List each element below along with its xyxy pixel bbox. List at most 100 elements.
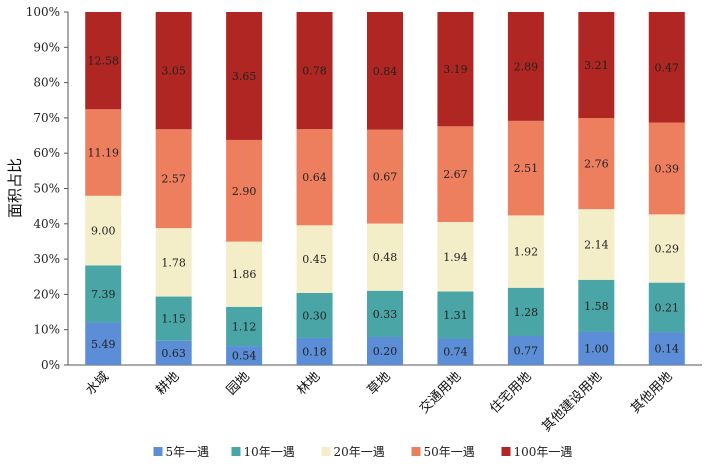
- data-label: 9.00: [91, 225, 116, 238]
- bar-segment: [226, 306, 263, 347]
- bar-segment: [85, 322, 122, 365]
- data-label: 3.19: [443, 63, 468, 76]
- bar-segment: [85, 265, 122, 323]
- data-label: 2.89: [514, 60, 539, 73]
- bar-segment: [578, 12, 615, 118]
- data-label: 0.48: [373, 251, 398, 264]
- legend-swatch: [411, 447, 421, 456]
- bar-segment: [648, 122, 685, 215]
- data-label: 0.33: [373, 308, 398, 321]
- data-label: 2.67: [443, 168, 468, 181]
- bar-segment: [296, 129, 333, 226]
- y-tick-label: 90%: [33, 40, 60, 54]
- bar-segment: [296, 292, 333, 338]
- y-tick-label: 30%: [33, 252, 60, 266]
- data-label: 0.77: [514, 344, 539, 357]
- bar-segment: [296, 225, 333, 293]
- bar-segment: [155, 296, 192, 341]
- bar-segment: [296, 337, 333, 365]
- bar-segment: [578, 331, 615, 365]
- data-label: 2.76: [584, 158, 609, 171]
- data-label: 0.18: [302, 345, 327, 358]
- y-tick-label: 0%: [41, 358, 60, 372]
- data-label: 2.57: [161, 173, 186, 186]
- category-label: 其他用地: [628, 369, 675, 416]
- data-label: 0.39: [655, 162, 680, 175]
- category-label: 园地: [224, 369, 253, 398]
- data-label: 3.65: [232, 70, 257, 83]
- y-tick-label: 60%: [33, 146, 60, 160]
- data-label: 2.14: [584, 238, 609, 251]
- data-label: 1.94: [443, 251, 468, 264]
- y-tick-label: 80%: [33, 76, 60, 90]
- bar-segment: [507, 120, 544, 216]
- bar-segment: [437, 126, 474, 223]
- data-label: 3.05: [161, 65, 186, 78]
- legend-entry: 100年一遇: [514, 445, 573, 459]
- y-tick-label: 40%: [33, 217, 60, 231]
- data-label: 0.64: [302, 171, 327, 184]
- bar-segment: [437, 222, 474, 292]
- data-labels: 5.49 7.39 9.00 11.19 12.58 0.63 1.15 1.78 2.57 3.…: [87, 55, 679, 363]
- data-label: 0.47: [655, 61, 680, 74]
- data-label: 12.58: [87, 55, 119, 68]
- bar-segment: [507, 335, 544, 365]
- data-label: 2.51: [514, 162, 539, 175]
- data-label: 0.29: [655, 243, 680, 256]
- bar-segment: [155, 129, 192, 229]
- bar-segment: [648, 214, 685, 283]
- bar-segment: [155, 228, 192, 297]
- bar-segment: [85, 195, 122, 266]
- bar-segment: [85, 12, 122, 110]
- data-label: 0.84: [373, 65, 398, 78]
- data-label: 1.00: [584, 342, 609, 355]
- data-label: 1.12: [232, 320, 257, 333]
- bar-segment: [226, 12, 263, 140]
- data-label: 2.90: [232, 185, 257, 198]
- data-label: 7.39: [91, 288, 116, 301]
- category-label: 住宅用地: [487, 369, 534, 416]
- legend-swatch: [501, 447, 511, 456]
- data-label: 0.20: [373, 345, 398, 358]
- bar-segment: [578, 279, 615, 332]
- data-label: 0.54: [232, 350, 257, 363]
- y-axis-label: 面积占比: [6, 158, 24, 218]
- data-label: 0.45: [302, 253, 327, 266]
- data-label: 0.21: [655, 301, 680, 314]
- legend-swatch: [321, 447, 331, 456]
- bar-segment: [507, 215, 544, 288]
- y-tick-label: 20%: [33, 287, 60, 301]
- legend-swatch: [153, 447, 163, 456]
- bar-segment: [648, 12, 685, 123]
- bar-segment: [85, 109, 122, 196]
- data-label: 0.78: [302, 65, 327, 78]
- legend: 5年一遇 10年一遇 20年一遇 50年一遇 100年一遇: [153, 445, 573, 459]
- bar-segment: [226, 346, 263, 365]
- category-label: 水域: [83, 369, 112, 398]
- y-tick-label: 50%: [33, 182, 60, 196]
- bar-segment: [367, 12, 403, 130]
- y-axis: 0% 10% 20% 30% 40% 50% 60% 70% 80% 90% 100%: [26, 5, 702, 372]
- data-label: 1.28: [514, 306, 539, 319]
- bar-segment: [578, 117, 615, 210]
- bar-segment: [507, 12, 544, 121]
- bar-segment: [226, 241, 263, 307]
- data-label: 1.86: [232, 268, 257, 281]
- category-label: 草地: [365, 369, 394, 398]
- category-label: 林地: [294, 369, 323, 398]
- y-tick-label: 70%: [33, 111, 60, 125]
- data-label: 5.49: [91, 338, 116, 351]
- legend-swatch: [231, 447, 241, 456]
- category-label: 交通用地: [416, 369, 464, 417]
- category-label: 其他建设用地: [539, 369, 605, 435]
- bar-segment: [367, 336, 403, 365]
- y-tick-label: 10%: [33, 323, 60, 337]
- bar-segment: [226, 139, 263, 242]
- y-tick-label: 100%: [26, 5, 60, 19]
- bar-segment: [578, 209, 615, 280]
- data-label: 1.15: [161, 313, 186, 326]
- data-label: 0.67: [373, 171, 398, 184]
- data-label: 11.19: [87, 147, 119, 160]
- bar-segment: [296, 12, 333, 130]
